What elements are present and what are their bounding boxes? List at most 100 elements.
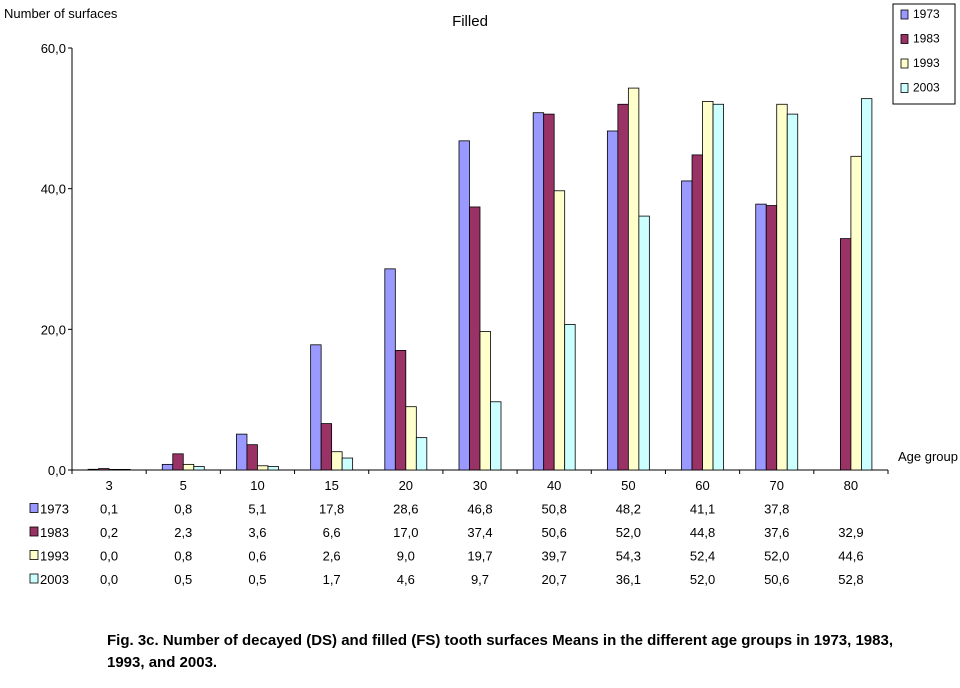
data-label: 9,0 [397, 549, 415, 564]
data-label: 50,6 [764, 572, 789, 587]
data-label: 0,8 [174, 549, 192, 564]
legend-label: 1973 [913, 7, 940, 21]
bar-1993-30 [479, 331, 491, 471]
bar-1983-50 [617, 103, 629, 471]
data-label: 5,1 [248, 502, 266, 517]
bar-1993-20 [405, 406, 417, 471]
legend-swatch-1983 [900, 34, 909, 44]
x-tick-label: 80 [844, 478, 858, 493]
bar-1993-80 [850, 155, 862, 471]
data-label: 19,7 [467, 549, 492, 564]
bar-1983-40 [543, 113, 555, 471]
x-tick-label: 3 [105, 478, 112, 493]
bar-1993-15 [331, 451, 343, 471]
bar-1983-20 [394, 350, 407, 471]
table-series-label: 1983 [40, 525, 69, 540]
bar-1993-50 [627, 87, 640, 471]
bar-1973-3 [87, 468, 99, 471]
data-label: 52,0 [616, 525, 641, 540]
bar-1983-15 [320, 423, 333, 471]
bar-2003-20 [415, 437, 428, 471]
data-label: 52,0 [690, 572, 715, 587]
x-tick-label: 70 [769, 478, 783, 493]
bar-1973-40 [532, 112, 545, 471]
table-series-label: 1993 [40, 549, 69, 564]
data-label: 17,0 [393, 525, 418, 540]
bar-1983-30 [469, 206, 481, 471]
table-key-1993 [29, 550, 39, 560]
bar-chart: Filled Number of surfaces Age group 0,0 20,0… [4, 3, 958, 587]
bar-1973-70 [755, 203, 767, 471]
chart-title: Filled [452, 13, 488, 30]
bar-1973-20 [384, 268, 396, 471]
data-label: 37,8 [764, 502, 789, 517]
data-label: 44,6 [838, 549, 863, 564]
figure-caption: Fig. 3c. Number of decayed (DS) and fill… [107, 632, 893, 671]
data-label: 39,7 [542, 549, 567, 564]
bar-1983-70 [765, 205, 778, 471]
data-label: 0,0 [100, 549, 118, 564]
data-label: 9,7 [471, 572, 489, 587]
x-axis-label: Age group [898, 449, 958, 464]
x-tick-label: 10 [250, 478, 264, 493]
data-label: 3,6 [248, 525, 266, 540]
legend-swatch-1973 [900, 9, 909, 20]
data-label: 54,3 [616, 549, 641, 564]
bar-2003-50 [638, 215, 650, 471]
data-label: 52,0 [764, 549, 789, 564]
data-label: 50,8 [542, 502, 567, 517]
bar-1993-70 [776, 103, 788, 471]
y-tick-label: 60,0 [41, 41, 66, 56]
data-label: 0,1 [100, 502, 118, 517]
data-label: 0,5 [174, 572, 192, 587]
data-label: 17,8 [319, 502, 344, 517]
table-series-label: 1973 [40, 502, 69, 517]
data-label: 48,2 [616, 502, 641, 517]
data-label: 41,1 [690, 502, 715, 517]
bar-1993-10 [257, 465, 269, 471]
data-label: 0,0 [100, 572, 118, 587]
bar-2003-15 [341, 457, 354, 471]
bar-1993-5 [182, 463, 195, 471]
bar-1973-15 [310, 344, 322, 471]
bar-2003-70 [786, 113, 799, 471]
bar-2003-80 [861, 98, 873, 471]
x-tick-label: 60 [695, 478, 709, 493]
table-key-1983 [29, 526, 39, 537]
x-tick-label: 20 [399, 478, 413, 493]
bar-1973-60 [681, 180, 693, 471]
data-label: 0,2 [100, 525, 118, 540]
table-key-1973 [29, 503, 39, 513]
bar-2003-30 [490, 401, 502, 471]
bar-1993-3 [108, 468, 120, 471]
data-label: 1,7 [323, 572, 341, 587]
bar-1973-30 [458, 140, 470, 471]
data-label: 0,6 [248, 549, 266, 564]
bar-1983-60 [691, 154, 703, 471]
data-label: 0,8 [174, 502, 192, 517]
data-label: 36,1 [616, 572, 641, 587]
legend-label: 1993 [913, 56, 940, 70]
table-series-label: 2003 [40, 572, 69, 587]
bar-2003-40 [564, 324, 576, 471]
x-tick-label: 30 [473, 478, 487, 493]
data-label: 46,8 [467, 502, 492, 517]
bar-1973-5 [161, 463, 174, 471]
legend-swatch-2003 [900, 83, 909, 93]
bar-2003-60 [712, 103, 724, 471]
data-label: 28,6 [393, 502, 418, 517]
data-label: 20,7 [542, 572, 567, 587]
data-label: 37,6 [764, 525, 789, 540]
data-label: 32,9 [838, 525, 863, 540]
data-label: 52,4 [690, 549, 715, 564]
bar-1983-5 [172, 453, 184, 471]
x-tick-label: 50 [621, 478, 635, 493]
data-label: 4,6 [397, 572, 415, 587]
bar-1973-10 [236, 433, 248, 471]
data-label: 37,4 [467, 525, 492, 540]
data-label: 2,6 [323, 549, 341, 564]
bar-1983-80 [840, 238, 852, 471]
bar-1993-60 [702, 101, 714, 471]
bar-2003-10 [267, 466, 279, 471]
x-tick-label: 5 [180, 478, 187, 493]
